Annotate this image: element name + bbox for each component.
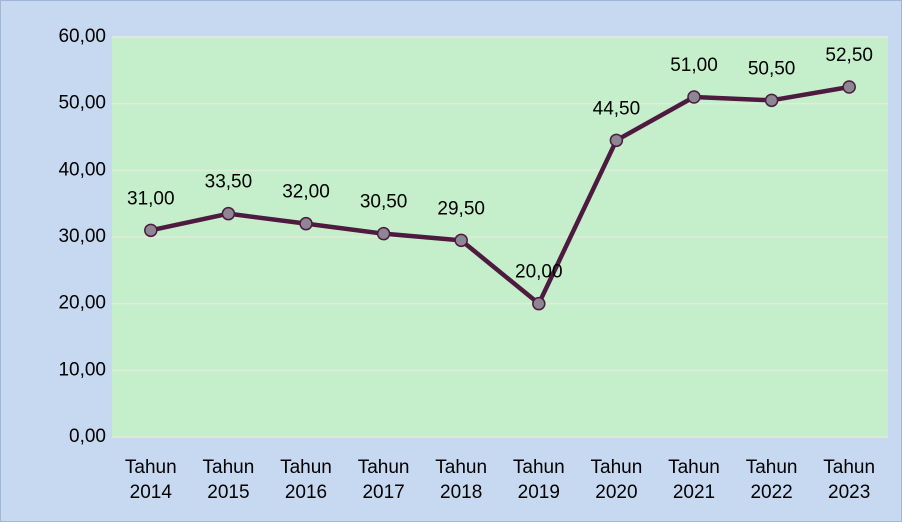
y-tick-label: 0,00	[69, 426, 106, 447]
y-tick-label: 30,00	[58, 226, 106, 247]
x-tick-label: Tahun 2017	[357, 457, 410, 503]
x-tick-label: Tahun 2014	[124, 457, 177, 503]
point	[221, 206, 236, 221]
x-tick-label: Tahun 2015	[202, 457, 255, 503]
x-tick-label: Tahun 2019	[512, 457, 565, 503]
point	[532, 296, 546, 311]
series-line	[150, 84, 850, 306]
x-tick-label: Tahun 2021	[668, 457, 720, 503]
data-label: 51,00	[670, 55, 718, 76]
y-tick-label: 10,00	[58, 359, 106, 380]
x-tick-label: Tahun 2016	[280, 457, 332, 503]
data-label: 52,50	[825, 45, 873, 66]
point	[454, 233, 468, 248]
point	[842, 80, 856, 94]
data-label: 32,00	[282, 182, 330, 203]
point	[687, 90, 701, 104]
point	[299, 216, 313, 231]
y-tick-label: 60,00	[58, 26, 106, 47]
data-label: 29,50	[437, 198, 485, 219]
y-tick-label: 40,00	[58, 159, 106, 180]
data-label: 30,50	[360, 192, 408, 213]
x-tick-label: Tahun 2020	[590, 457, 643, 503]
x-tick-label: Tahun 2023	[823, 457, 876, 503]
point	[609, 133, 624, 148]
data-label: 31,00	[127, 188, 175, 209]
y-tick-label: 20,00	[58, 293, 106, 314]
point	[144, 223, 158, 238]
point	[376, 226, 391, 241]
y-tick-label: 50,00	[58, 93, 106, 114]
x-tick-label: Tahun 2018	[435, 457, 488, 503]
data-label: 33,50	[205, 172, 253, 193]
data-label: 44,50	[593, 98, 641, 119]
x-tick-label: Tahun 2022	[745, 457, 798, 503]
data-label: 20,00	[515, 262, 563, 283]
point	[764, 93, 779, 108]
data-label: 50,50	[748, 58, 796, 79]
